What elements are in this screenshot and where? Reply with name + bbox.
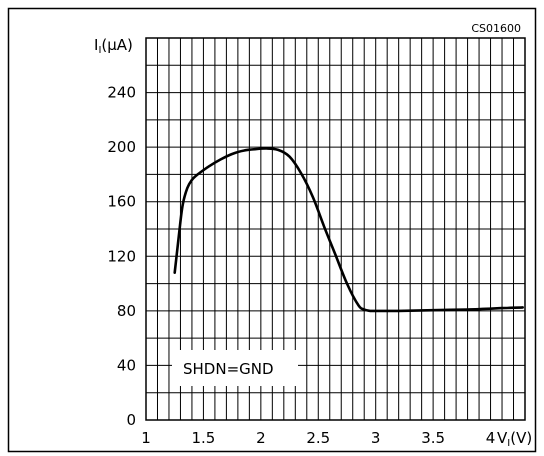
x-tick-label: 1.5 — [191, 429, 215, 447]
y-axis-label-sub: I — [98, 45, 101, 56]
x-tick-label: 3.5 — [421, 429, 445, 447]
x-tick-label: 3 — [371, 429, 381, 447]
y-axis-label: II(μA) — [94, 36, 133, 56]
y-tick-label: 120 — [107, 247, 136, 265]
x-axis-label-sub: I — [507, 438, 510, 449]
x-axis-label-main: V — [497, 429, 508, 447]
plot-area-border — [145, 37, 526, 421]
x-tick-label: 4 — [486, 429, 496, 447]
outer-border — [7, 7, 537, 453]
x-tick-label: 2 — [256, 429, 266, 447]
y-tick-label: 240 — [107, 84, 136, 102]
series-line — [173, 147, 524, 313]
chart-code: CS01600 — [471, 22, 521, 35]
x-tick-label: 1 — [141, 429, 151, 447]
x-tick-label: 2.5 — [306, 429, 330, 447]
y-tick-label: 200 — [107, 138, 136, 156]
series-group — [173, 147, 524, 313]
annotation-box — [172, 350, 298, 386]
x-axis-label: VI(V) — [497, 429, 532, 449]
y-tick-label: 0 — [126, 411, 136, 429]
y-tick-label: 80 — [117, 302, 136, 320]
y-tick-label: 40 — [117, 356, 136, 374]
y-axis-label-unit: (μA) — [101, 36, 133, 54]
annotation: SHDN=GND — [183, 360, 274, 378]
y-axis-label-main: I — [94, 36, 98, 54]
x-axis-label-unit: (V) — [510, 429, 532, 447]
y-tick-label: 160 — [107, 193, 136, 211]
